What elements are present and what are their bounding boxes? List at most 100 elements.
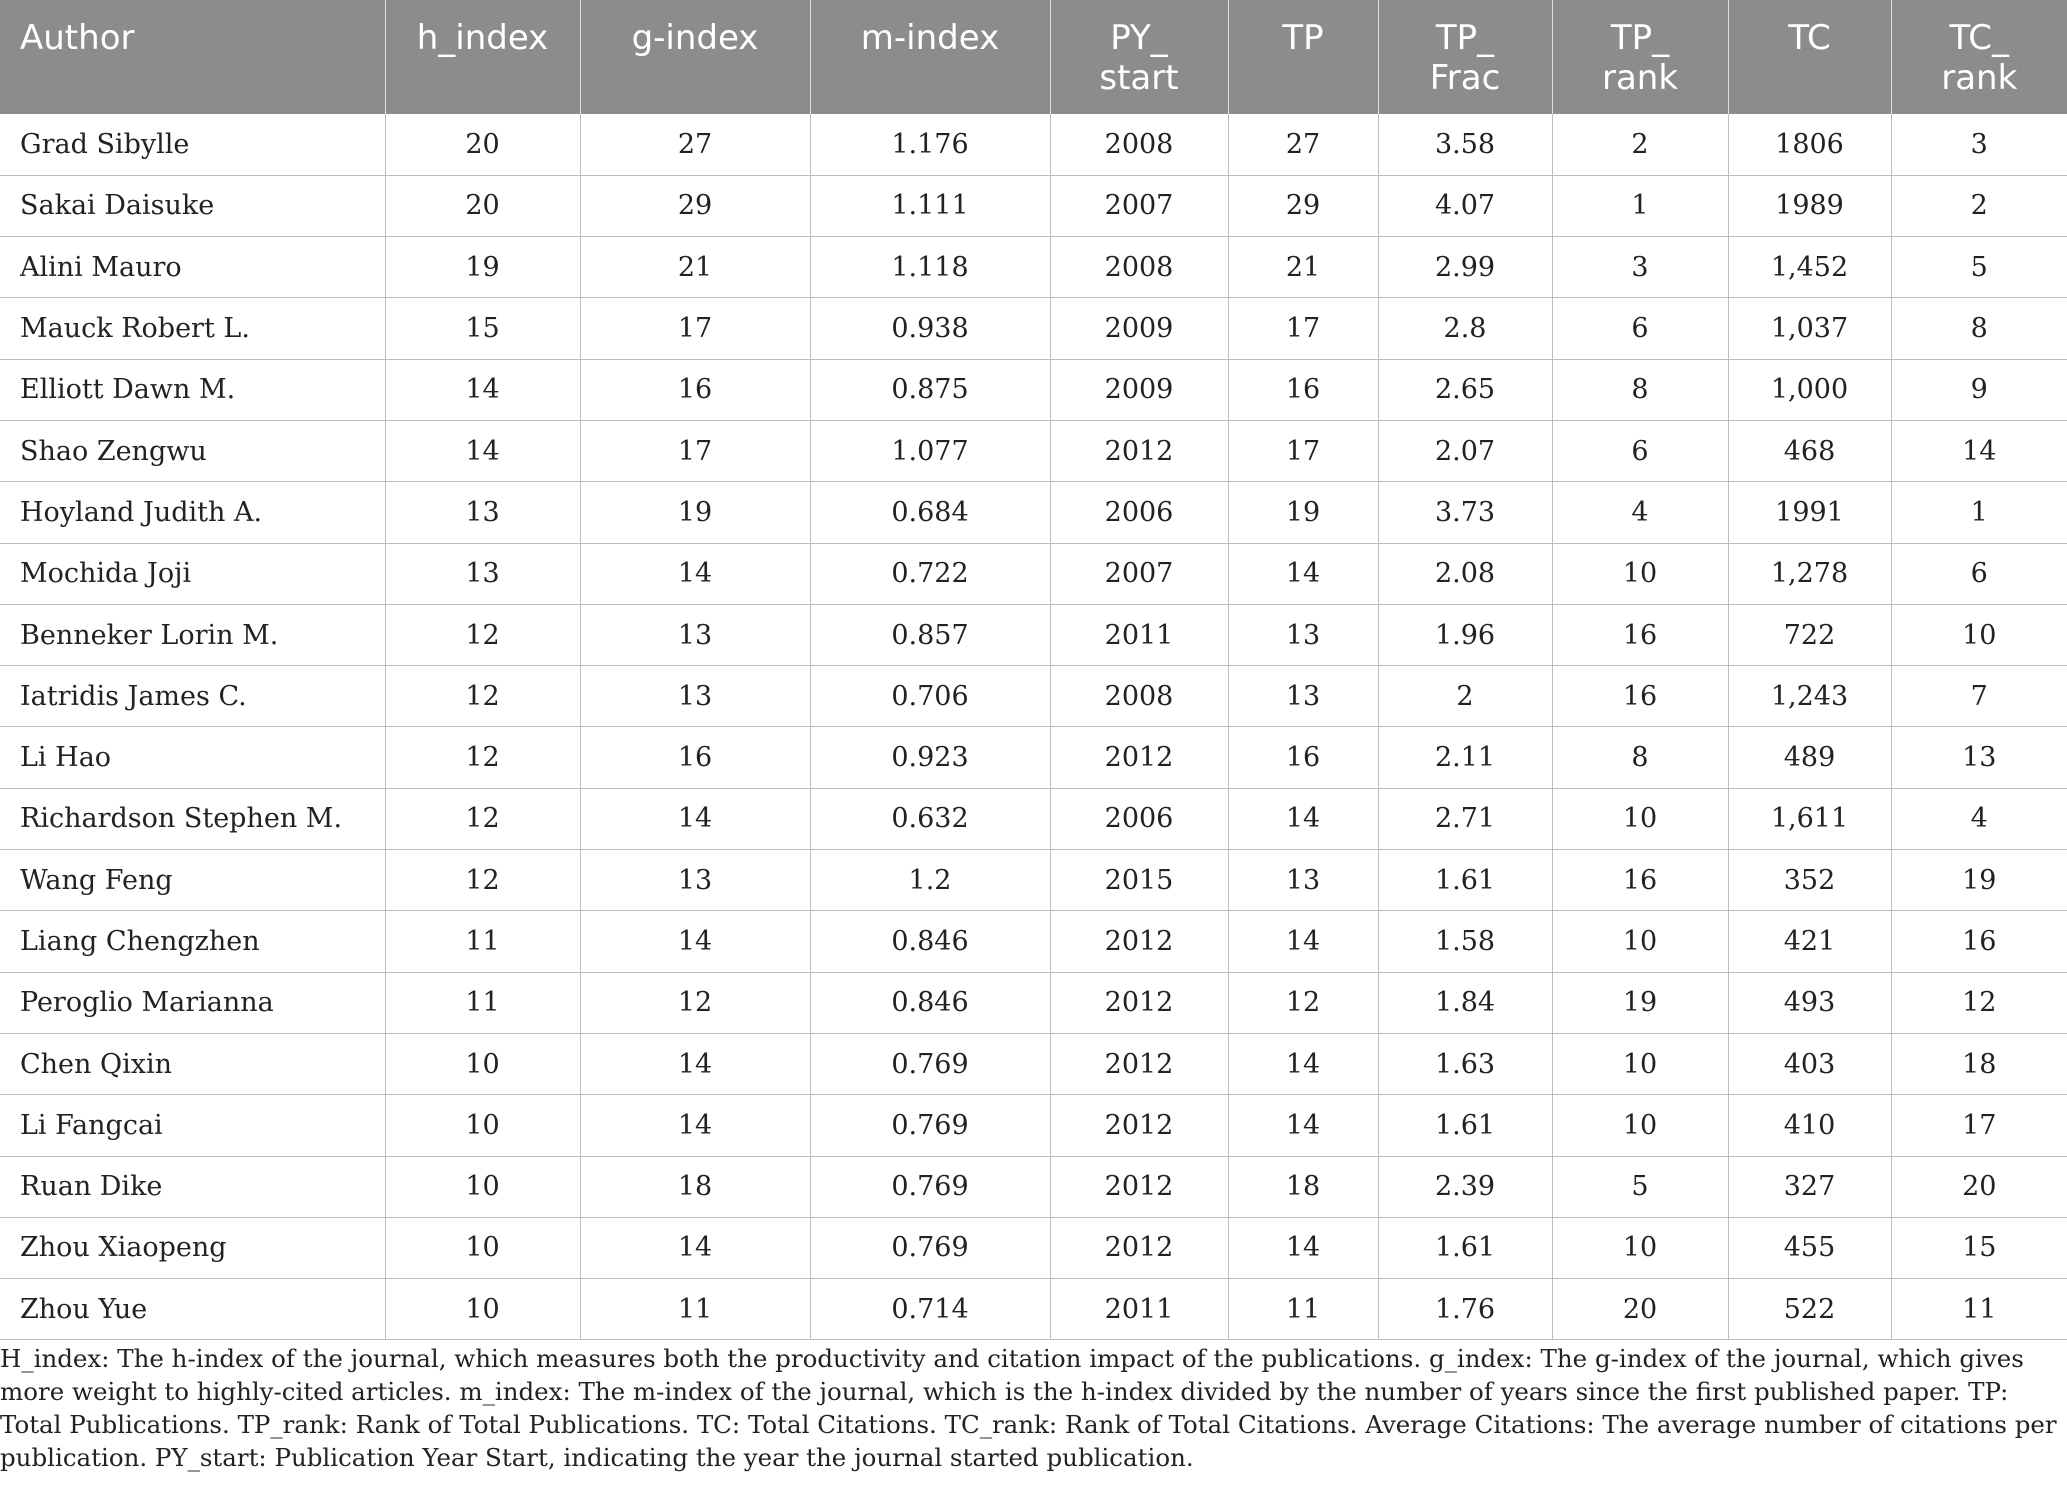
author-name-cell: Zhou Yue	[0, 1278, 386, 1341]
table-row: Wang Feng 12 13 1.2 2015 13 1.61 16 352 19	[0, 849, 2067, 912]
table-cell: 29	[580, 175, 811, 238]
author-name-cell: Li Hao	[0, 726, 386, 789]
table-cell: 0.722	[810, 543, 1051, 605]
table-cell: 12	[385, 788, 581, 851]
author-name-cell: Shao Zengwu	[0, 420, 386, 483]
table-cell: 14	[580, 1094, 811, 1157]
table-cell: 2.11	[1378, 726, 1553, 789]
table-cell: 1,243	[1728, 665, 1892, 728]
table-cell: 20	[1552, 1278, 1729, 1341]
table-cell: 16	[1228, 726, 1379, 789]
table-cell: 14	[580, 1033, 811, 1096]
table-cell: 14	[580, 910, 811, 973]
table-cell: 2009	[1050, 359, 1229, 421]
table-cell: 16	[1552, 849, 1729, 912]
table-row: Liang Chengzhen 11 14 0.846 2012 14 1.58 10 421 1…	[0, 910, 2067, 973]
table-cell: 10	[385, 1217, 581, 1280]
table-cell: 468	[1728, 420, 1892, 483]
table-cell: 1806	[1728, 114, 1892, 176]
table-cell: 2012	[1050, 726, 1229, 789]
author-name-cell: Iatridis James C.	[0, 665, 386, 728]
table-cell: 14	[1228, 1094, 1379, 1157]
table-cell: 18	[580, 1156, 811, 1218]
author-name-cell: Mauck Robert L.	[0, 297, 386, 360]
table-cell: 15	[385, 297, 581, 360]
table-cell: 2012	[1050, 972, 1229, 1034]
table-cell: 2	[1891, 175, 2067, 238]
table-cell: 9	[1891, 359, 2067, 421]
table-cell: 20	[385, 175, 581, 238]
table-cell: 1,611	[1728, 788, 1892, 851]
table-cell: 1.2	[810, 849, 1051, 912]
table-cell: 1,452	[1728, 236, 1892, 299]
table-cell: 7	[1891, 665, 2067, 728]
table-cell: 10	[385, 1278, 581, 1341]
table-cell: 1.077	[810, 420, 1051, 483]
table-cell: 19	[1891, 849, 2067, 912]
column-header-label: TC_	[1949, 18, 2010, 58]
column-header: Author	[0, 0, 386, 114]
table-cell: 21	[580, 236, 811, 299]
header-row: Author h_index g-index m-index PY_ start TP TP_…	[0, 0, 2067, 114]
table-cell: 2	[1552, 114, 1729, 176]
table-cell: 13	[1228, 665, 1379, 728]
table-cell: 10	[385, 1033, 581, 1096]
table-cell: 16	[1891, 910, 2067, 973]
author-name-cell: Alini Mauro	[0, 236, 386, 299]
column-header: TP	[1228, 0, 1379, 114]
table-cell: 14	[1228, 788, 1379, 851]
table-cell: 1.61	[1378, 849, 1553, 912]
table-cell: 14	[385, 359, 581, 421]
author-name-cell: Li Fangcai	[0, 1094, 386, 1157]
table-cell: 493	[1728, 972, 1892, 1034]
table-cell: 2015	[1050, 849, 1229, 912]
table-cell: 2.08	[1378, 543, 1553, 605]
table-cell: 10	[1891, 604, 2067, 667]
table-cell: 12	[385, 726, 581, 789]
column-header-label: TC	[1788, 18, 1831, 58]
table-cell: 2009	[1050, 297, 1229, 360]
column-header-label: PY_	[1110, 18, 1168, 58]
table-cell: 2012	[1050, 1156, 1229, 1218]
table-cell: 1.176	[810, 114, 1051, 176]
table-cell: 4	[1552, 481, 1729, 544]
table-footnote: H_index: The h-index of the journal, whi…	[0, 1344, 2057, 1472]
table-cell: 722	[1728, 604, 1892, 667]
table-row: Peroglio Marianna 11 12 0.846 2012 12 1.84 19 49…	[0, 972, 2067, 1034]
table-cell: 1.58	[1378, 910, 1553, 973]
table-cell: 410	[1728, 1094, 1892, 1157]
author-name-cell: Wang Feng	[0, 849, 386, 912]
table-cell: 2012	[1050, 1033, 1229, 1096]
table-cell: 10	[385, 1156, 581, 1218]
table-cell: 14	[385, 420, 581, 483]
table-cell: 12	[1891, 972, 2067, 1034]
table-row: Mauck Robert L. 15 17 0.938 2009 17 2.8 6 1,037 8	[0, 297, 2067, 360]
table-cell: 489	[1728, 726, 1892, 789]
table-cell: 2.07	[1378, 420, 1553, 483]
table-cell: 27	[1228, 114, 1379, 176]
column-header: PY_ start	[1050, 0, 1229, 114]
table-cell: 1.118	[810, 236, 1051, 299]
table-row: Shao Zengwu 14 17 1.077 2012 17 2.07 6 468 14	[0, 420, 2067, 483]
table-cell: 0.923	[810, 726, 1051, 789]
table-row: Alini Mauro 19 21 1.118 2008 21 2.99 3 1,452 5	[0, 236, 2067, 299]
table-cell: 20	[385, 114, 581, 176]
table-cell: 0.769	[810, 1217, 1051, 1280]
column-header-label: TP_	[1435, 18, 1495, 58]
table-cell: 5	[1552, 1156, 1729, 1218]
table-cell: 2008	[1050, 114, 1229, 176]
table-cell: 1	[1891, 481, 2067, 544]
table-cell: 0.632	[810, 788, 1051, 851]
table-cell: 522	[1728, 1278, 1892, 1341]
author-name-cell: Peroglio Marianna	[0, 972, 386, 1034]
author-metrics-table: Author h_index g-index m-index PY_ start TP TP_…	[0, 0, 2067, 1341]
author-name-cell: Grad Sibylle	[0, 114, 386, 176]
table-cell: 1989	[1728, 175, 1892, 238]
table-cell: 10	[1552, 1094, 1729, 1157]
table-cell: 17	[580, 420, 811, 483]
table-cell: 2006	[1050, 481, 1229, 544]
table-cell: 16	[580, 359, 811, 421]
table-cell: 13	[580, 849, 811, 912]
table-cell: 2.65	[1378, 359, 1553, 421]
table-cell: 13	[580, 665, 811, 728]
